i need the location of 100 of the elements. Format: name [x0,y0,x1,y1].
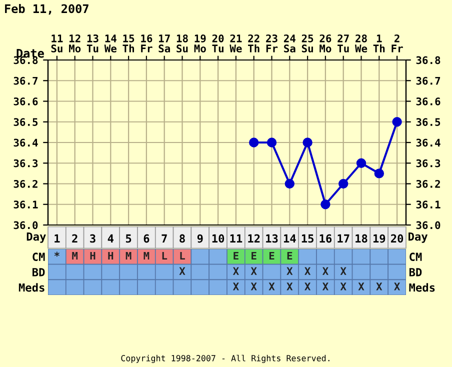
x-tick-label: 1 [54,234,60,243]
x-tick-label: 13 [266,234,278,243]
x-tick-label: 18 Su [176,34,188,52]
x-tick-label: 19 Mo [194,34,206,52]
text: E [269,252,274,260]
text: M [72,252,78,260]
x-tick-label: 16 Fr [141,34,152,52]
point [338,178,348,189]
text: L [180,252,185,260]
text: X [340,267,346,275]
y2-tick-label: 36.3 [416,159,440,168]
y-tick-label: Meds [18,283,44,292]
text: Copyright 1998-2007 - All Rights Reserved. [121,354,330,363]
x-tick-label: 15 [302,234,314,243]
x-tick-label: 14 [284,234,296,243]
text: X [286,282,293,290]
text: X [358,282,364,290]
y2-tick-label: BD [409,268,422,276]
x-tick-label: 20 [390,234,404,243]
point [356,158,366,168]
x-tick-label: 17 [338,234,350,243]
text: X [268,282,275,290]
text: * [54,252,60,257]
y-tick-label: 36.4 [14,138,38,147]
x-tick-label: 8 [180,234,185,243]
x-tick-label: 17 Sa [158,34,170,52]
x-tick-label: 6 [144,234,150,243]
text: E [252,252,256,260]
x-tick-label: 10 [212,234,224,243]
y-tick-label: 36.5 [14,118,38,126]
y-tick-label: 36.8 [14,56,38,64]
x-tick-label: 2 [72,234,78,243]
x-axis-title: Day [26,232,46,243]
text: X [232,267,239,275]
x-tick-label: 11 Su [51,34,63,52]
point [374,168,384,178]
text: X [179,267,186,275]
text: M [126,252,132,260]
x-tick-label: 11 [230,234,242,243]
chart-title: Feb 11, 2007 [5,4,88,15]
y-tick-label: CM [32,252,45,262]
y2-tick-label: 36.2 [416,180,440,188]
text: X [232,282,239,290]
y2-tick-label: 36.7 [416,76,440,85]
x-tick-label: 1 Th [373,34,385,52]
y2-tick-label: 36.4 [416,138,440,147]
text: X [322,282,328,290]
point [320,200,330,210]
x-tick-label: 25 Su [302,34,314,52]
text: X [304,282,311,290]
text: X [376,282,382,290]
x-tick-label: 22 Th [248,34,260,52]
text: L [162,252,168,260]
text: M [144,252,150,260]
y2-tick-label: 36.8 [416,56,440,64]
y2-tick-label: CM [410,252,422,262]
x-tick-label: 23 Fr [266,34,278,52]
y-tick-label: 36.3 [14,159,38,168]
x-tick-label: 20 Tu [212,34,224,52]
text: X [250,282,257,290]
y-tick-label: 36.6 [14,97,38,106]
y2-tick-label: 36.0 [416,221,440,230]
x-tick-label: 5 [126,234,132,243]
x-tick-label: 3 [90,234,96,243]
y-tick-label: 36.7 [14,76,38,85]
text: E [287,252,292,260]
x-tick-label: 14 We [104,34,116,52]
y-tick-label: 36.0 [14,221,38,230]
point [392,117,402,127]
point [248,138,259,148]
text: X [322,267,328,275]
text: X [394,282,400,290]
y-tick-label: 36.2 [14,180,38,188]
y2-tick-label: Meds [409,283,435,292]
x-tick-label: 4 [108,234,114,243]
x-axis-title: Date [16,48,44,58]
point [284,178,295,189]
x-tick-label: 15 Th [122,34,134,52]
x-tick-label: 2 Fr [392,34,403,52]
text: H [90,252,96,260]
text: E [234,252,238,260]
text: X [340,282,346,290]
x-tick-label: 18 [356,234,368,243]
text: X [286,267,293,275]
x-tick-label: 13 Tu [86,34,98,52]
x-tick-label: 12 Mo [69,34,81,52]
x-tick-label: 19 [373,234,386,243]
text: X [304,267,311,275]
x-tick-label: 16 [320,234,332,243]
y2-tick-label: 36.1 [416,200,440,208]
y-tick-label: 36.1 [14,200,38,208]
x-tick-label: 24 Sa [284,34,296,52]
text: H [108,252,114,260]
text: X [250,267,257,275]
x-tick-label: 28 We [354,34,368,52]
x-tick-label: 21 We [230,34,242,52]
x-tick-label: 27 Tu [338,34,349,52]
text: Day [408,232,428,243]
y-tick-label: BD [32,268,45,276]
y2-tick-label: 36.6 [416,97,440,106]
